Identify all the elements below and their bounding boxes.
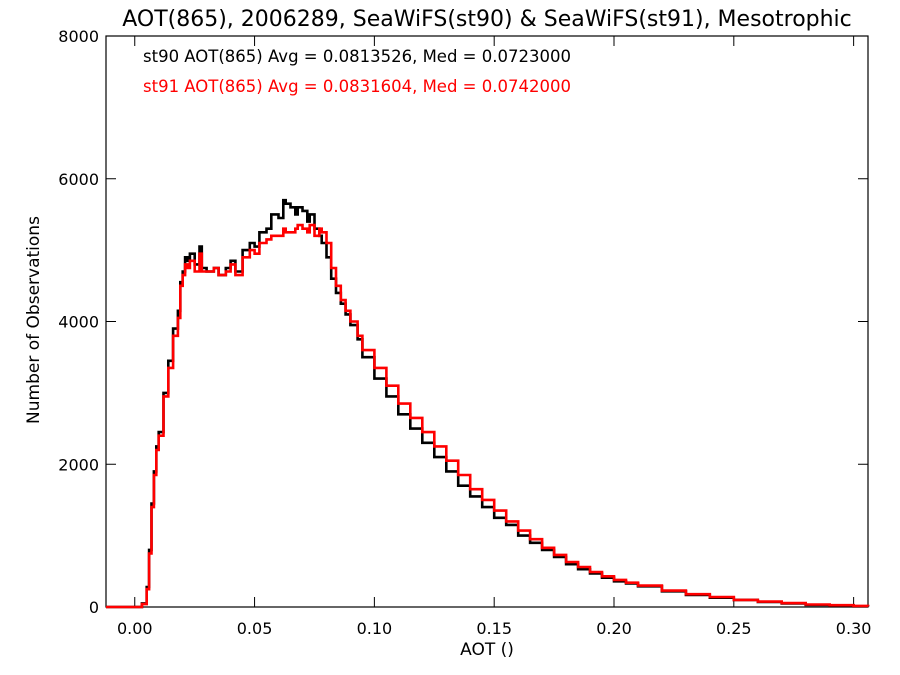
y-tick-label: 8000 bbox=[58, 27, 99, 46]
y-axis-label: Number of Observations bbox=[24, 216, 44, 424]
x-tick-label: 0.15 bbox=[476, 619, 512, 638]
plot-frame bbox=[105, 35, 869, 608]
y-tick-label: 6000 bbox=[58, 170, 99, 189]
chart-title: AOT(865), 2006289, SeaWiFS(st90) & SeaWi… bbox=[122, 7, 852, 32]
series-st90-line bbox=[106, 198, 870, 609]
x-tick-label: 0.10 bbox=[357, 619, 393, 638]
y-tick-label: 2000 bbox=[58, 455, 99, 474]
legend-entry-st91: st91 AOT(865) Avg = 0.0831604, Med = 0.0… bbox=[143, 77, 571, 96]
x-axis-label: AOT () bbox=[460, 640, 514, 660]
axes-layer: 0.00 0.05 0.10 0.15 0.20 0.25 0.30 0 2000 4000 600… bbox=[58, 27, 871, 638]
legend-entry-st90: st90 AOT(865) Avg = 0.0813526, Med = 0.0… bbox=[143, 47, 571, 66]
series-st91-line bbox=[106, 223, 870, 609]
x-tick-label: 0.20 bbox=[596, 619, 632, 638]
y-tick-label: 4000 bbox=[58, 313, 99, 332]
y-tick-label: 0 bbox=[89, 598, 99, 617]
x-tick-label: 0.05 bbox=[237, 619, 273, 638]
x-tick-label: 0.25 bbox=[716, 619, 752, 638]
series-layer bbox=[106, 198, 870, 609]
x-tick-label: 0.30 bbox=[836, 619, 872, 638]
x-tick-label: 0.00 bbox=[117, 619, 153, 638]
